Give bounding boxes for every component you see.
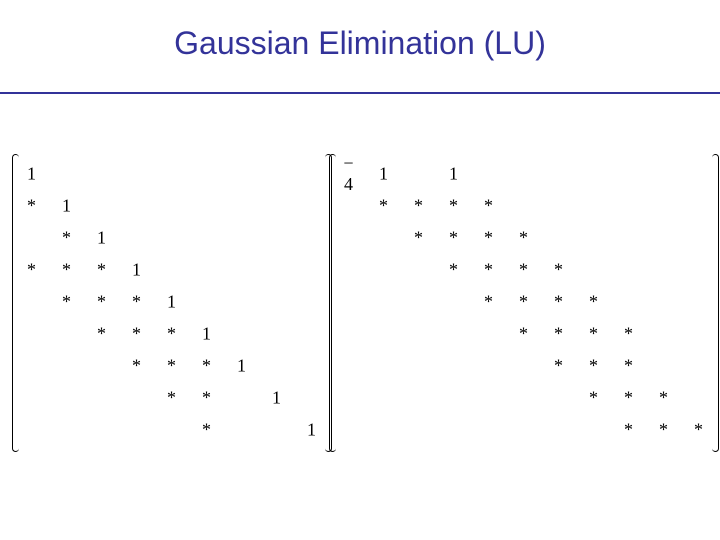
u-matrix-cell: * [624, 324, 633, 345]
u-matrix-cell: * [659, 420, 668, 441]
u-matrix-cell: * [414, 196, 423, 217]
u-matrix-cell: * [624, 388, 633, 409]
l-matrix-cell: * [202, 388, 211, 409]
l-matrix-cell: * [27, 196, 36, 217]
l-matrix-cell: * [97, 324, 106, 345]
u-matrix-cell: * [414, 228, 423, 249]
l-matrix-cell: 1 [62, 196, 71, 217]
l-matrix-cell: * [97, 260, 106, 281]
horizontal-rule [0, 92, 720, 94]
u-matrix-cell: * [449, 196, 458, 217]
u-matrix-cell: * [554, 292, 563, 313]
l-matrix-cell: * [132, 324, 141, 345]
u-matrix-cell: * [484, 260, 493, 281]
u-matrix-cell: * [519, 228, 528, 249]
u-matrix-cell: * [659, 388, 668, 409]
u-matrix-cell: * [624, 356, 633, 377]
l-matrix-cell: * [27, 260, 36, 281]
u-matrix-cell: * [519, 292, 528, 313]
u-matrix-right-paren [712, 154, 719, 452]
u-matrix-cell: * [484, 196, 493, 217]
l-matrix-cell: * [97, 292, 106, 313]
l-matrix-cell: 1 [202, 324, 211, 345]
l-matrix-cell: * [202, 420, 211, 441]
u-matrix-cell: * [379, 196, 388, 217]
l-matrix-cell: * [167, 324, 176, 345]
l-matrix-cell: 1 [237, 356, 246, 377]
page-title: Gaussian Elimination (LU) [0, 25, 720, 62]
u-matrix-cell: * [554, 324, 563, 345]
l-matrix-cell: 1 [167, 292, 176, 313]
l-matrix-cell: 1 [97, 228, 106, 249]
u-matrix-cell: * [589, 324, 598, 345]
l-matrix-cell: * [62, 228, 71, 249]
u-matrix-cell: * [554, 260, 563, 281]
u-matrix-cell: 1 [449, 164, 458, 185]
u-matrix-cell: 1 [379, 164, 388, 185]
u-matrix-cell: * [589, 388, 598, 409]
l-matrix-cell: * [62, 260, 71, 281]
u-matrix-cell: − 4 [343, 153, 353, 195]
l-matrix-cell: 1 [132, 260, 141, 281]
u-matrix-left-paren [329, 154, 336, 452]
u-matrix-cell: * [484, 228, 493, 249]
u-matrix-cell: * [449, 260, 458, 281]
l-matrix-cell: * [167, 356, 176, 377]
l-matrix-left-paren [12, 154, 19, 452]
u-matrix-cell: * [484, 292, 493, 313]
u-matrix-cell: * [519, 324, 528, 345]
u-matrix-cell: * [694, 420, 703, 441]
u-matrix-cell: * [449, 228, 458, 249]
l-matrix-cell: * [132, 356, 141, 377]
l-matrix-cell: 1 [272, 388, 281, 409]
l-matrix-cell: * [202, 356, 211, 377]
l-matrix-cell: * [62, 292, 71, 313]
u-matrix-cell: * [554, 356, 563, 377]
l-matrix-cell: * [167, 388, 176, 409]
u-matrix-cell: * [519, 260, 528, 281]
u-matrix-cell: * [624, 420, 633, 441]
u-matrix-cell: * [589, 292, 598, 313]
l-matrix-cell: 1 [27, 164, 36, 185]
l-matrix-cell: 1 [307, 420, 316, 441]
l-matrix-cell: * [132, 292, 141, 313]
u-matrix-cell: * [589, 356, 598, 377]
